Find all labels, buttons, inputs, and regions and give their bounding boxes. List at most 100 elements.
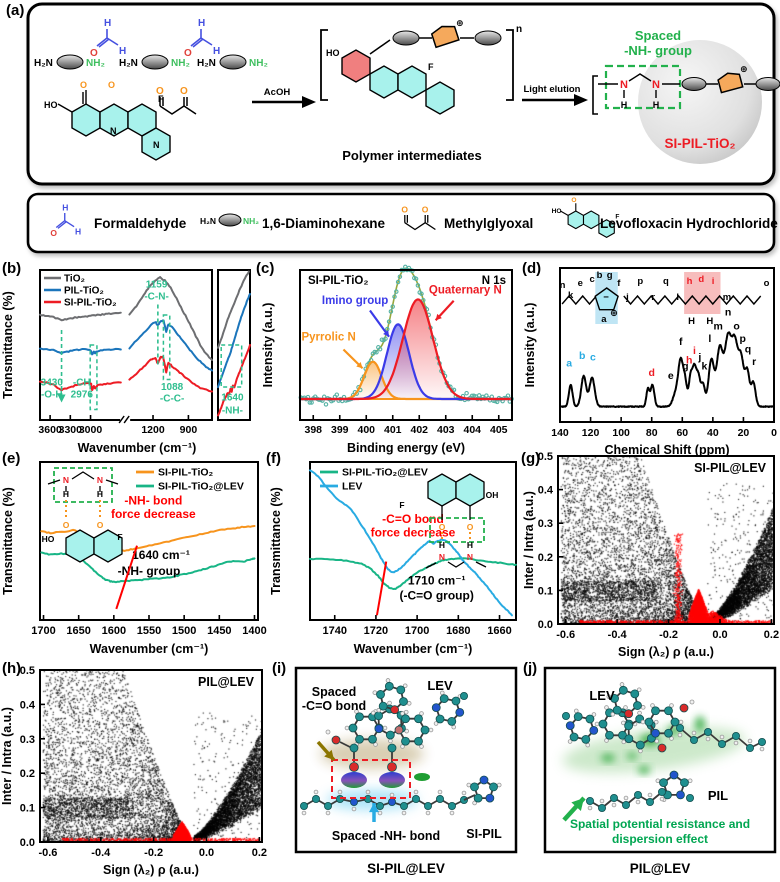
formaldehyde-icon: H O H [50, 203, 81, 239]
pil-lev-molecular-model [562, 682, 766, 822]
svg-text:−: − [603, 292, 609, 303]
x-tick: 3000 [79, 424, 103, 436]
svg-text:⊕: ⊕ [610, 308, 618, 319]
svg-text:-NH-: -NH- [222, 405, 243, 416]
x-axis-title: Wavenumber (cm⁻¹) [354, 642, 473, 656]
atom-o: O [90, 48, 98, 59]
legend-SI-PIL-TiO₂: SI-PIL-TiO₂ [158, 467, 214, 479]
atom-h: H [213, 46, 220, 57]
svg-text:404: 404 [463, 424, 481, 436]
svg-text:p: p [637, 276, 643, 287]
series-TiO₂ [39, 311, 122, 322]
svg-text:o: o [764, 278, 770, 289]
reagent-label-diaminohexane: 1,6-Diaminohexane [262, 216, 386, 231]
svg-text:O: O [63, 520, 70, 530]
svg-text:OH: OH [486, 490, 499, 500]
svg-text:-0.4: -0.4 [91, 847, 111, 859]
svg-text:d: d [698, 274, 704, 285]
svg-text:1650: 1650 [66, 625, 90, 637]
atom-h: H [104, 18, 111, 29]
svg-text:0.0: 0.0 [538, 619, 553, 631]
peak-label-i: i [693, 345, 696, 357]
interaction-dashed-box [331, 759, 411, 799]
annotation: force decrease [371, 525, 456, 539]
legend-LEV: LEV [342, 481, 362, 493]
svg-text:20: 20 [738, 427, 750, 439]
svg-text:0.5: 0.5 [20, 665, 35, 677]
svg-text:399: 399 [331, 424, 349, 436]
x-axis-title: Chemical Shift (ppm) [604, 443, 729, 457]
svg-text:1720: 1720 [364, 625, 388, 637]
y-axis-title: Inter / Intra (a.u.) [0, 707, 14, 805]
peak-label-j: j [697, 351, 701, 363]
annotation: 1159 [146, 279, 168, 290]
lev-label: LEV [589, 688, 615, 703]
peak-label-n: n [725, 307, 731, 319]
svg-text:140: 140 [551, 427, 569, 439]
methylglyoxal-icon: O O [401, 205, 436, 231]
annotation: -NH- bond [124, 494, 182, 508]
panel-label-g: (g) [521, 450, 541, 467]
legend-TiO₂: TiO₂ [64, 274, 85, 285]
nh2-label: NH₂ [171, 58, 190, 69]
atom-o: O [184, 48, 192, 59]
n1s-label: N 1s [482, 275, 506, 287]
svg-text:0.0: 0.0 [199, 847, 214, 859]
x-axis-title: Wavenumber (cm⁻¹) [90, 642, 209, 656]
svg-text:0.2: 0.2 [538, 552, 553, 564]
reagent-legend: H O H Formaldehyde H₂N NH₂ 1,6-Diaminohe… [26, 192, 778, 254]
svg-text:100: 100 [612, 427, 630, 439]
si-pil-tio2-label: SI-PIL-TiO₂ [664, 136, 735, 151]
svg-text:1660: 1660 [487, 625, 511, 637]
svg-text:g: g [607, 270, 613, 281]
panel-label-a: (a) [6, 2, 25, 19]
nh-highlight [684, 272, 721, 314]
chart-ftir-nh: SI-PIL-TiO₂ SI-PIL-TiO₂@LEV-NH- bondforce… [1, 461, 267, 656]
si-pil-lev-molecular-model [299, 678, 502, 822]
x-axis-title: Wavenumber (cm⁻¹) [78, 441, 197, 455]
panel-label-d: (d) [522, 260, 542, 277]
svg-text:80: 80 [646, 427, 658, 439]
svg-text:l: l [676, 292, 679, 303]
svg-text:400: 400 [357, 424, 375, 436]
y-axis-title: Intensity (a.u.) [261, 303, 275, 388]
annotation: -NH- group [118, 564, 181, 578]
svg-text:40: 40 [707, 427, 719, 439]
atom-o: O [180, 86, 188, 97]
svg-text:O: O [401, 205, 408, 215]
svg-text:O: O [571, 197, 576, 204]
svg-text:-0.2: -0.2 [659, 629, 678, 641]
svg-text:60: 60 [676, 427, 688, 439]
chart-scatter-pil-lev: -0.6 -0.4 -0.2 0.0 0.2 0.0 0.1 0.2 0.3 0.4 0.5 PIL@… [0, 665, 267, 877]
svg-text:1700: 1700 [405, 625, 429, 637]
svg-text:F: F [117, 532, 122, 542]
svg-text:0.0: 0.0 [712, 629, 727, 641]
h2n-label: H₂N [119, 58, 138, 69]
x-axis-title: Sign (λ₂) ρ (a.u.) [103, 863, 199, 877]
peak-label-m: m [714, 321, 723, 333]
svg-text:-0.4: -0.4 [608, 629, 628, 641]
svg-text:401: 401 [384, 424, 402, 436]
chart-scatter-si-pil-lev: -0.6 -0.4 -0.2 0.0 0.2 0.0 0.1 0.2 0.3 0.4 0.5 SI-P… [522, 451, 779, 659]
panel-label-b: (b) [2, 260, 22, 277]
svg-text:0: 0 [771, 427, 777, 439]
svg-text:e: e [578, 278, 583, 289]
svg-text:0.1: 0.1 [538, 585, 553, 597]
polymer-intermediates-structure: n HO F ⊕ [320, 18, 522, 115]
svg-text:a: a [601, 314, 607, 325]
h2n-label: H₂N [34, 58, 53, 69]
y-axis-title: Intensity (a.u.) [523, 303, 537, 388]
spaced-nh-dashed-box [604, 64, 682, 110]
annotation: -O-H [41, 390, 63, 401]
panel-label-f: (f) [266, 450, 281, 467]
dataset-label: PIL@LEV [198, 675, 255, 689]
peak-label-r: r [752, 356, 756, 368]
x-tick: 900 [180, 424, 198, 436]
y-axis-title: Transmittance (%) [1, 291, 15, 399]
nmr-curve [559, 331, 775, 408]
svg-text:i: i [712, 276, 715, 287]
x-tick: 1200 [141, 424, 165, 436]
